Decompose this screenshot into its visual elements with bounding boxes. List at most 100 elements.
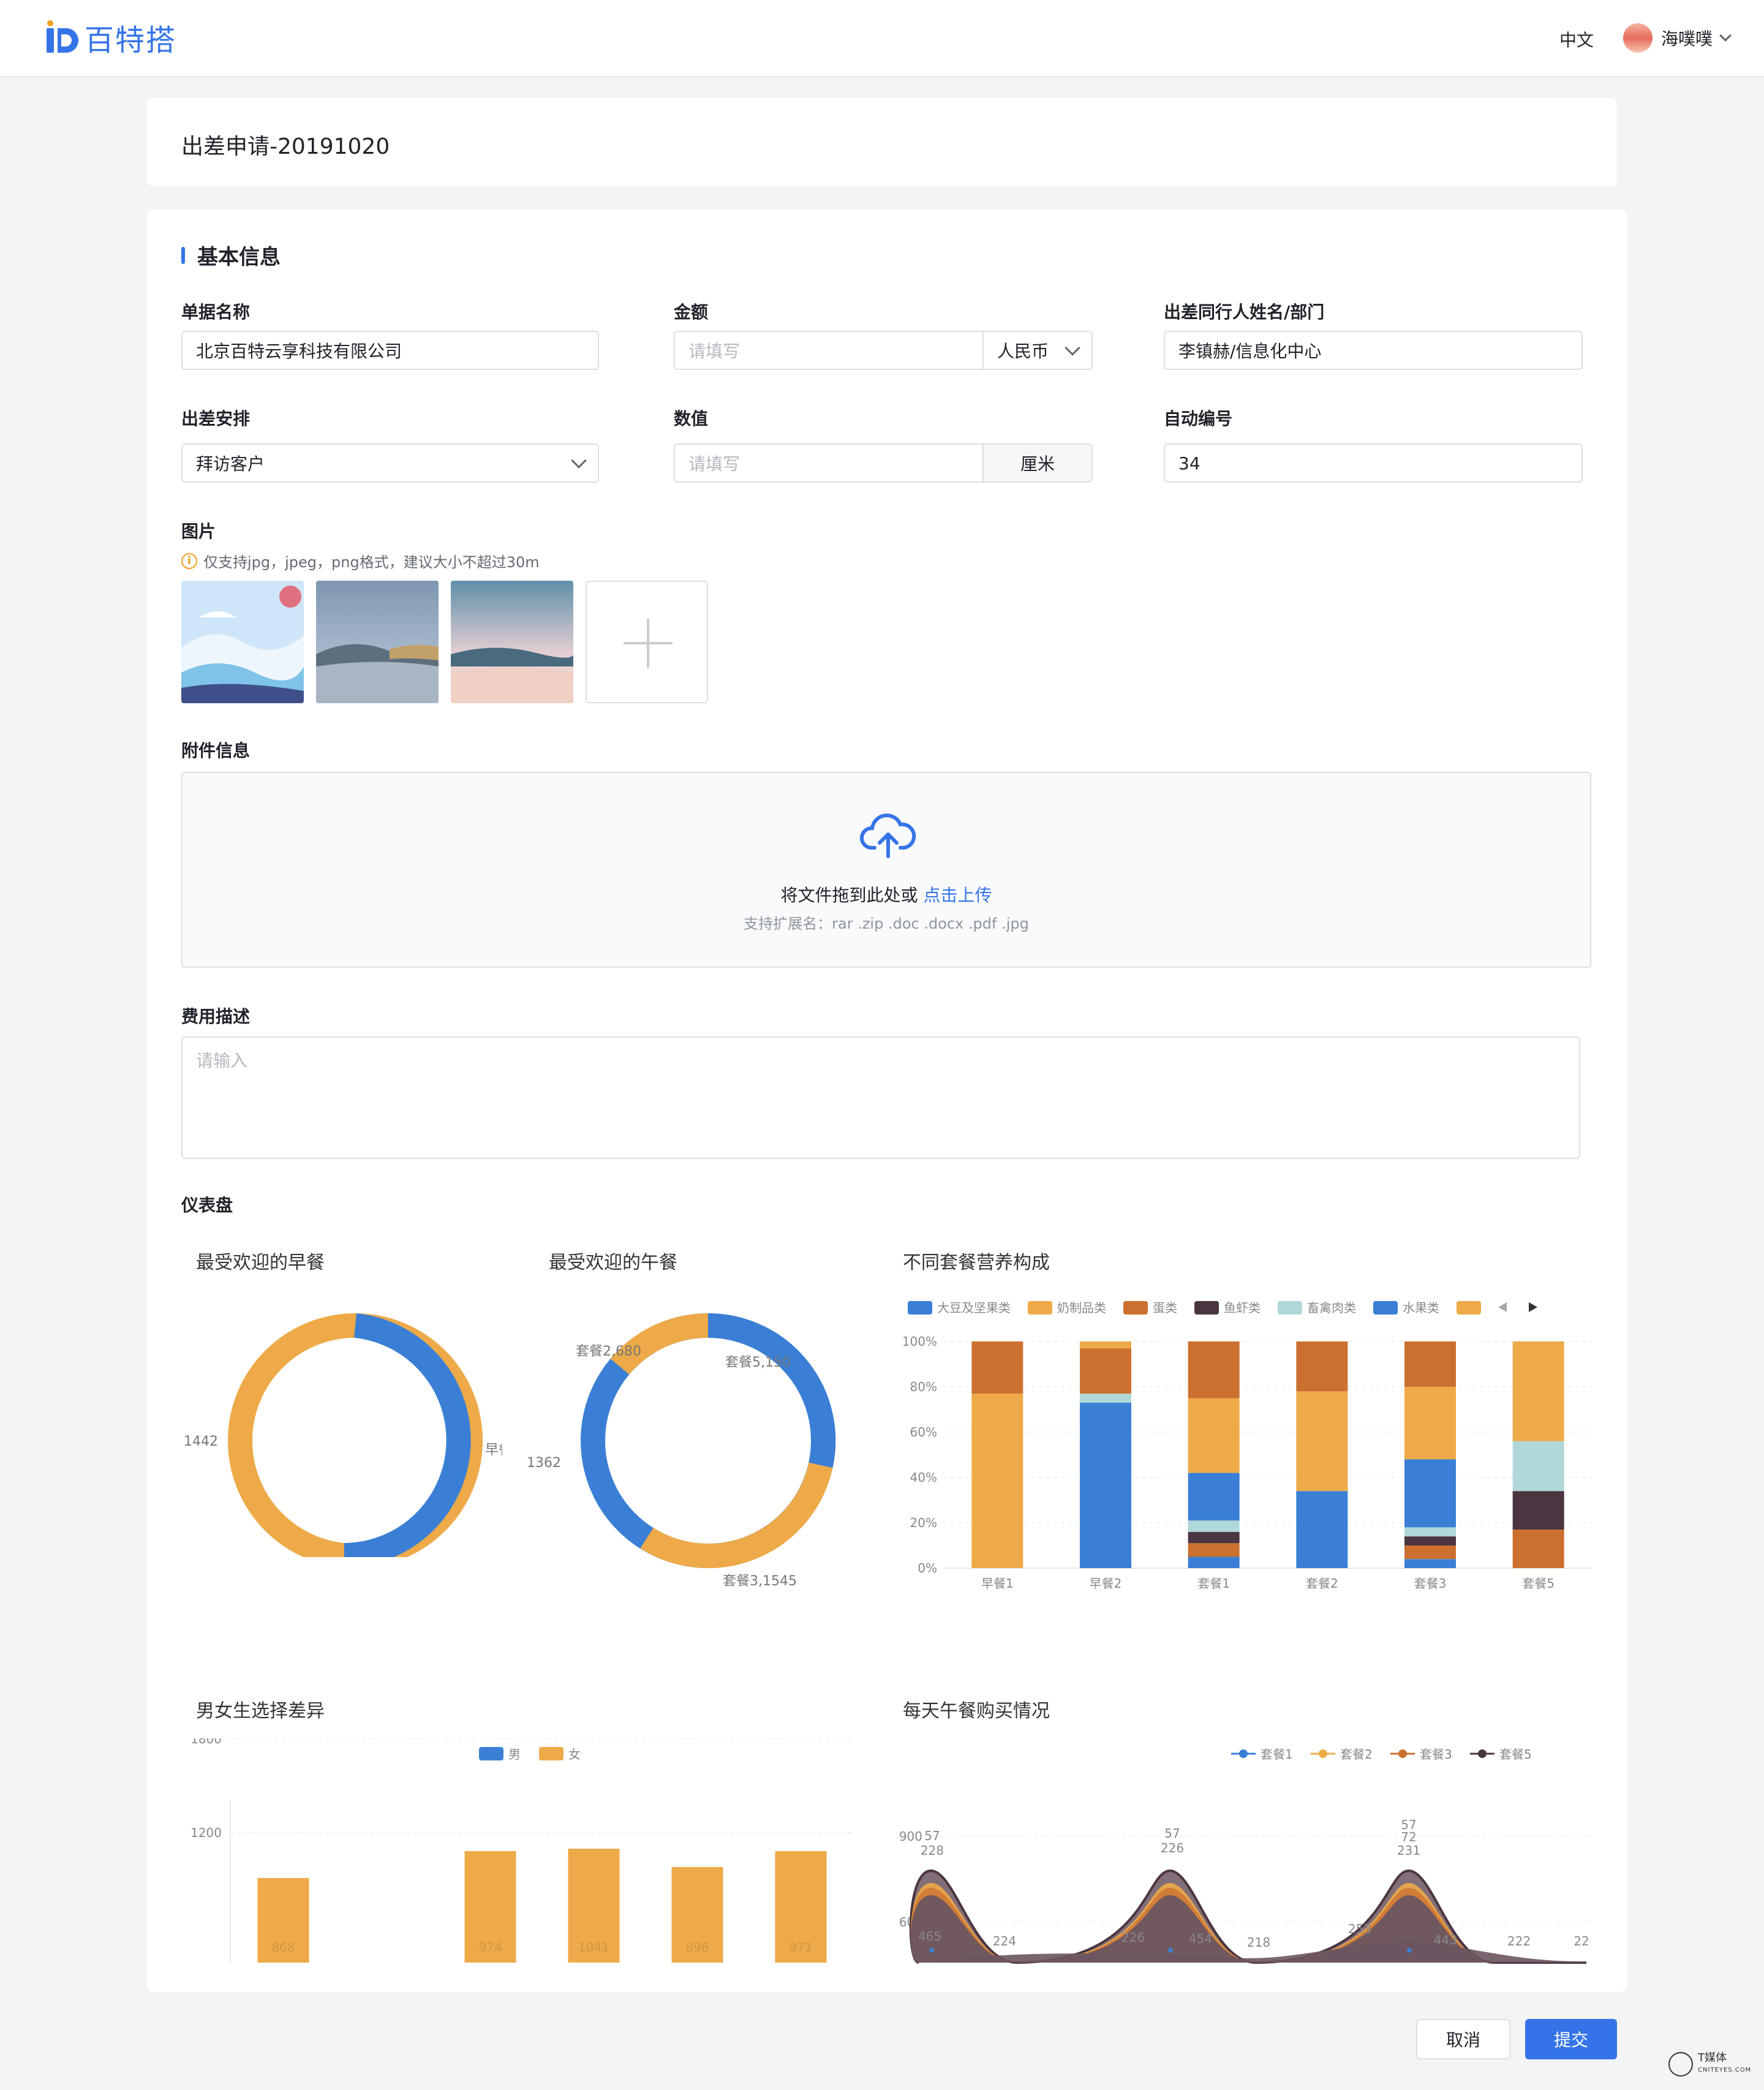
point-label: 57 [1164, 1826, 1180, 1841]
currency-select[interactable]: 人民币 [982, 331, 1093, 370]
breakfast-donut-chart: 1442 早餐: [184, 1313, 502, 1557]
point-label: 253 [1348, 1922, 1371, 1936]
area-series [910, 1888, 1586, 1963]
y-tick-label: 80% [910, 1379, 937, 1394]
bar [568, 1849, 620, 1963]
add-image-button[interactable] [586, 581, 708, 703]
point-label: 454 [1189, 1931, 1212, 1946]
data-point [1168, 1948, 1173, 1953]
legend-swatch [1278, 1301, 1302, 1315]
area-series [919, 1941, 1586, 1963]
point-label: 218 [1247, 1935, 1270, 1950]
stacked-bar-segment [1188, 1531, 1240, 1544]
watermark-line-2: CNITEYES.COM [1698, 2067, 1752, 2073]
legend-swatch [1373, 1301, 1398, 1315]
legend-label: 蛋类 [1153, 1300, 1177, 1315]
doc-name-input[interactable]: 北京百特云享科技有限公司 [181, 331, 599, 370]
chevron-right-icon [1529, 1302, 1537, 1312]
arrangement-select[interactable]: 拜访客户 [181, 443, 599, 483]
donut-label: 早餐: [485, 1443, 502, 1458]
point-label: 222 [1507, 1934, 1531, 1949]
drop-text: 将文件拖到此处或 [780, 885, 918, 905]
arrangement-value: 拜访客户 [196, 454, 265, 474]
info-icon: i [181, 553, 197, 569]
legend-marker [1239, 1749, 1248, 1758]
data-point [929, 1948, 934, 1953]
expense-textarea[interactable]: 请输入 [181, 1036, 1580, 1159]
lunch-donut-chart: 套餐5,150 套餐3,1545 1362 [527, 1313, 836, 1589]
point-label: 72 [1401, 1830, 1416, 1844]
stacked-bar-segment [971, 1394, 1023, 1568]
watermark-line-1: T媒体 [1698, 2051, 1727, 2064]
donut-slice [707, 1313, 836, 1468]
auto-id-input[interactable]: 34 [1164, 443, 1583, 483]
chevron-down-icon [571, 453, 587, 469]
amount-input[interactable]: 请填写 [674, 331, 984, 370]
chart-title-daily: 每天午餐购买情况 [903, 1700, 1050, 1722]
stacked-bar-segment [1188, 1543, 1240, 1557]
stacked-bar-segment [1188, 1473, 1240, 1521]
y-tick-label: 40% [910, 1470, 937, 1485]
currency-value: 人民币 [997, 341, 1049, 361]
images-label: 图片 [181, 521, 216, 541]
submit-button[interactable]: 提交 [1525, 2019, 1617, 2059]
number-input[interactable]: 请填写 [674, 443, 984, 483]
stacked-bar-segment [1296, 1391, 1348, 1492]
stacked-bar-segment [971, 1341, 1023, 1394]
stacked-bar-segment [1404, 1341, 1456, 1387]
stacked-bar-segment [1404, 1459, 1456, 1528]
legend-marker [1319, 1749, 1327, 1758]
legend-swatch [539, 1747, 564, 1760]
cloud-upload-icon [860, 813, 916, 858]
stacked-bar-segment [1188, 1556, 1240, 1568]
image-thumbnail-1[interactable] [181, 581, 304, 703]
x-tick-label: 套餐5 [1522, 1576, 1555, 1591]
x-tick-label: 套餐1 [1197, 1576, 1230, 1591]
point-label: 57 [1401, 1817, 1416, 1832]
legend-swatch [1028, 1301, 1052, 1315]
image-tip-text: 仅支持jpg，jpeg，png格式，建议大小不超过30m [203, 554, 540, 571]
gender-bar-chart: 男 女 1800 1200 868 974 1041 896 971 [190, 1738, 851, 1963]
upload-dropzone[interactable]: 将文件拖到此处或 点击上传 支持扩展名：rar .zip .doc .docx … [181, 772, 1591, 968]
chart-title-gender: 男女生选择差异 [196, 1700, 325, 1722]
stacked-bar-segment [1512, 1491, 1564, 1530]
point-label: 465 [918, 1929, 941, 1944]
section-title: 基本信息 [181, 240, 281, 270]
stacked-bar-segment [1404, 1559, 1456, 1568]
bar-value-label: 974 [478, 1940, 502, 1955]
stacked-bar-segment [1188, 1398, 1240, 1473]
title-card: 出差申请-20191020 [147, 98, 1617, 186]
stacked-bar-segment [1512, 1341, 1564, 1441]
legend-swatch [1123, 1301, 1148, 1315]
point-label: 22 [1574, 1934, 1589, 1949]
upload-link[interactable]: 点击上传 [923, 885, 992, 905]
y-tick-label: 1200 [190, 1825, 222, 1840]
image-thumbnail-3[interactable] [451, 581, 573, 703]
point-label: 224 [993, 1934, 1016, 1949]
username: 海噗噗 [1661, 29, 1713, 49]
section-accent [181, 246, 185, 264]
user-menu[interactable]: 海噗噗 [1623, 23, 1732, 53]
nutrition-stacked-bar-chart: 大豆及坚果类 奶制品类 蛋类 鱼虾类 畜禽肉类 水果类 0% 20% 40% 60% 80% 100… [902, 1300, 1593, 1591]
y-tick-label: 60% [910, 1425, 937, 1439]
stacked-bar-segment [1296, 1491, 1348, 1568]
legend-label: 套餐1 [1261, 1747, 1293, 1762]
line-series [909, 1869, 1586, 1964]
legend-label: 水果类 [1403, 1300, 1439, 1315]
image-thumbnail-2[interactable] [316, 581, 439, 703]
attachment-label: 附件信息 [181, 741, 251, 761]
cancel-button[interactable]: 取消 [1416, 2019, 1510, 2059]
logo[interactable]: 百特搭 [44, 18, 176, 58]
stacked-bar-segment [1404, 1527, 1456, 1537]
section-title-text: 基本信息 [197, 245, 281, 270]
companion-input[interactable]: 李镇赫/信息化中心 [1164, 331, 1583, 370]
point-label: 228 [921, 1843, 944, 1858]
language-switch[interactable]: 中文 [1559, 30, 1594, 50]
y-tick-label: 0% [918, 1561, 937, 1575]
legend-marker [1478, 1749, 1487, 1758]
x-tick-label: 早餐1 [981, 1576, 1014, 1591]
point-label: 226 [1121, 1930, 1145, 1945]
stacked-bar-segment [1512, 1441, 1564, 1492]
point-label: 57 [924, 1828, 940, 1843]
